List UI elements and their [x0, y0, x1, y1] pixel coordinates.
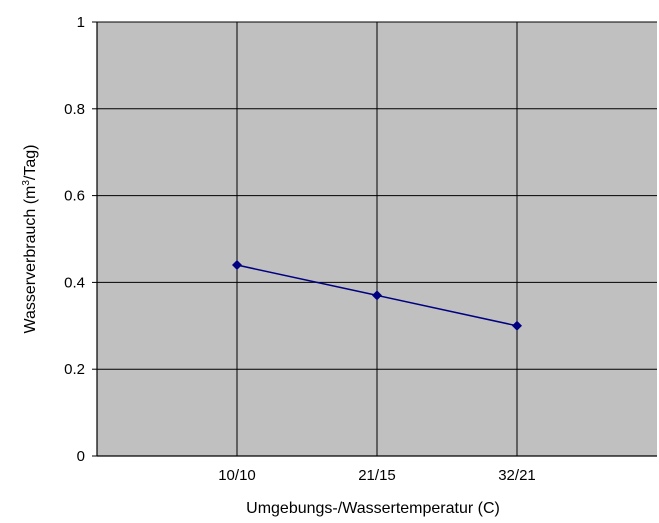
y-tick-label: 0.8 [64, 101, 85, 118]
y-tick-label: 0.2 [64, 361, 85, 378]
data-point-marker [512, 320, 522, 331]
y-axis-title-unit: /Tag) [22, 144, 39, 180]
data-point-marker [372, 290, 382, 301]
x-tick-label: 32/21 [498, 467, 536, 484]
y-axis-title-superscript: 3 [21, 180, 32, 186]
y-axis-title: Wasserverbrauch (m3/Tag) [21, 144, 39, 333]
vertical-gridlines [236, 22, 518, 456]
x-tick-label: 21/15 [358, 467, 396, 484]
y-tick-labels: 0 0.2 0.4 0.6 0.8 1 [64, 14, 85, 465]
y-tick-label: 0 [77, 448, 85, 465]
x-axis-title: Umgebungs-/Wassertemperatur (C) [246, 500, 500, 517]
data-point-marker [232, 260, 242, 271]
y-axis-title-main: Wasserverbrauch (m [22, 186, 39, 334]
y-tick-label: 0.6 [64, 188, 85, 205]
x-tick-labels: 10/10 21/15 32/21 [218, 467, 536, 484]
y-tick-label: 1 [77, 14, 85, 31]
x-tick-label: 10/10 [218, 467, 256, 484]
y-tick-label: 0.4 [64, 274, 85, 291]
series-group [232, 260, 522, 331]
